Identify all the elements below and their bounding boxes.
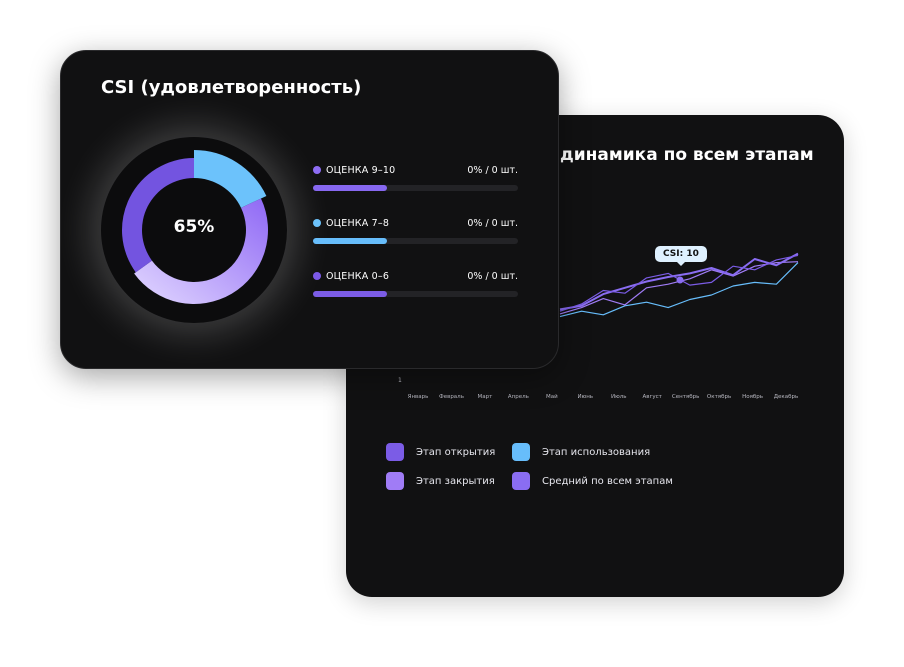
score-label: ОЦЕНКА 0–6 bbox=[326, 270, 390, 282]
score-label: ОЦЕНКА 9–10 bbox=[326, 164, 396, 176]
x-tick-label: Август bbox=[642, 394, 662, 400]
series-line bbox=[559, 261, 799, 315]
score-value: 0% / 0 шт. bbox=[467, 217, 518, 229]
dot-icon bbox=[313, 166, 321, 174]
score-progress-bar bbox=[313, 185, 518, 191]
legend-item-opening[interactable]: Этап открытия bbox=[386, 443, 512, 461]
x-tick-label: Февраль bbox=[438, 394, 464, 400]
score-value: 0% / 0 шт. bbox=[467, 270, 518, 282]
dynamics-title: динамика по всем этапам bbox=[560, 145, 814, 165]
legend-swatch bbox=[386, 472, 404, 490]
donut-segment bbox=[194, 150, 267, 208]
score-progress-fill bbox=[313, 238, 387, 244]
donut-center-value: 65% bbox=[173, 217, 215, 237]
x-tick-label: Декабрь bbox=[773, 394, 799, 400]
score-row-9-10: ОЦЕНКА 9–10 0% / 0 шт. bbox=[313, 163, 518, 191]
legend-label: Этап закрытия bbox=[416, 475, 495, 487]
x-tick-label: Апрель bbox=[507, 394, 529, 400]
csi-title: CSI (удовлетворенность) bbox=[101, 77, 362, 98]
score-value: 0% / 0 шт. bbox=[467, 164, 518, 176]
x-tick-label: Октябрь bbox=[706, 394, 732, 400]
chart-legend: Этап открытия Этап использования Этап за… bbox=[386, 443, 706, 490]
x-tick-label: Ноябрь bbox=[742, 394, 763, 400]
x-tick-label: Июнь bbox=[577, 394, 594, 400]
score-row-7-8: ОЦЕНКА 7–8 0% / 0 шт. bbox=[313, 216, 518, 244]
dot-icon bbox=[313, 219, 321, 227]
legend-label: Этап использования bbox=[542, 446, 651, 458]
dot-icon bbox=[313, 272, 321, 280]
x-tick-label: Март bbox=[477, 394, 493, 400]
series-line bbox=[559, 252, 799, 311]
y-axis-tick: 1 bbox=[398, 377, 402, 384]
legend-swatch bbox=[512, 443, 530, 461]
chart-tooltip: CSI: 10 bbox=[655, 246, 707, 266]
legend-item-closing[interactable]: Этап закрытия bbox=[386, 472, 512, 490]
legend-swatch bbox=[386, 443, 404, 461]
score-row-0-6: ОЦЕНКА 0–6 0% / 0 шт. bbox=[313, 269, 518, 297]
series-line bbox=[559, 262, 799, 318]
score-progress-fill bbox=[313, 185, 387, 191]
x-tick-label: Июль bbox=[610, 394, 627, 400]
csi-card: CSI (удовлетворенность) 65% ОЦЕНКА 9–10 … bbox=[60, 50, 559, 369]
legend-item-average[interactable]: Средний по всем этапам bbox=[512, 472, 702, 490]
x-tick-label: Январь bbox=[407, 394, 429, 400]
x-tick-label: Сентябрь bbox=[671, 394, 700, 400]
score-progress-bar bbox=[313, 291, 518, 297]
score-label: ОЦЕНКА 7–8 bbox=[326, 217, 390, 229]
donut-chart bbox=[122, 150, 269, 304]
line-chart bbox=[559, 252, 799, 318]
donut-segment bbox=[134, 198, 269, 304]
donut-segment bbox=[122, 158, 194, 273]
legend-item-usage[interactable]: Этап использования bbox=[512, 443, 702, 461]
legend-label: Этап открытия bbox=[416, 446, 496, 458]
tooltip-marker[interactable] bbox=[676, 276, 684, 284]
score-progress-bar bbox=[313, 238, 518, 244]
legend-swatch bbox=[512, 472, 530, 490]
legend-label: Средний по всем этапам bbox=[542, 475, 673, 487]
score-progress-fill bbox=[313, 291, 387, 297]
x-tick-label: Май bbox=[545, 394, 558, 400]
